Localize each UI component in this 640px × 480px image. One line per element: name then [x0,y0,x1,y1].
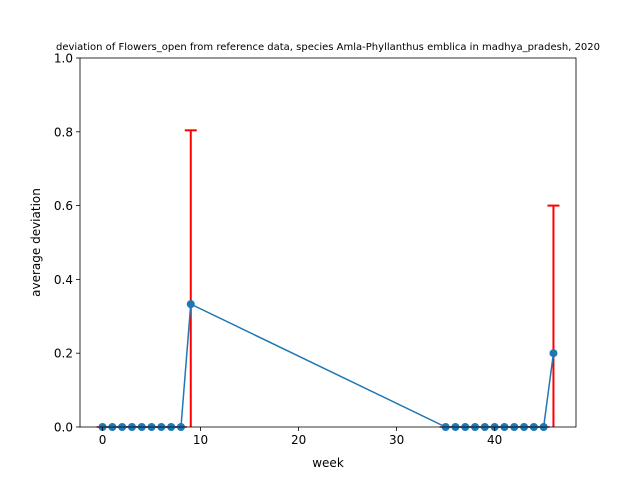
data-point [549,349,558,358]
chart-title: deviation of Flowers_open from reference… [56,42,600,53]
x-tick-label: 20 [291,433,306,447]
y-axis-ticks: 0.0 0.2 0.4 0.6 0.8 1.0 [54,52,80,435]
y-tick-label: 1.0 [54,52,73,66]
y-axis-label: average deviation [29,188,43,297]
y-tick-label: 0.6 [54,199,73,213]
x-tick-label: 30 [389,433,404,447]
x-tick-label: 0 [99,433,107,447]
y-tick-label: 0.0 [54,421,73,435]
x-tick-label: 10 [193,433,208,447]
plot-frame [79,57,577,428]
y-tick-label: 0.8 [54,125,73,139]
x-axis-label: week [312,456,344,470]
x-axis-ticks: 0 10 20 30 40 [99,427,502,447]
y-tick-label: 0.4 [54,273,73,287]
data-point [186,300,195,309]
x-tick-label: 40 [487,433,502,447]
y-tick-label: 0.2 [54,347,73,361]
